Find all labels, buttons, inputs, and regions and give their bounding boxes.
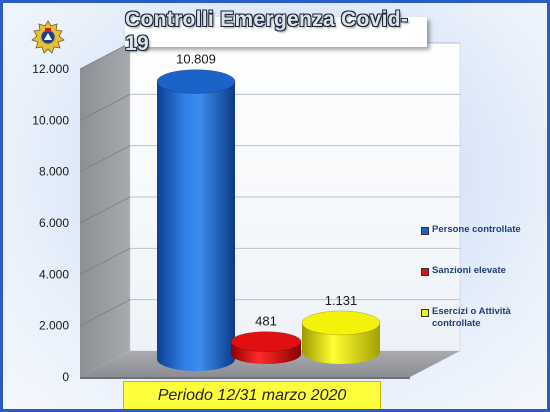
data-label: 481 — [255, 314, 277, 329]
bar — [230, 331, 302, 364]
period-label: Periodo 12/31 marzo 2020 — [157, 387, 347, 404]
gridline-side — [79, 196, 131, 224]
legend-swatch — [421, 268, 429, 276]
period-banner: Periodo 12/31 marzo 2020 — [123, 381, 381, 409]
axes: 0 2.000 4.000 6.000 8.000 10.000 12.000 — [32, 42, 461, 384]
title-box: Controlli Emergenza Covid-19 — [125, 8, 427, 55]
police-emblem-icon — [31, 20, 65, 54]
value-labels: 10.809 481 1.131 — [176, 52, 357, 329]
legend-item-persone: Persone controllate — [421, 224, 521, 236]
gridline-side — [79, 145, 131, 173]
bar — [301, 310, 381, 364]
chart-plot: 0 2.000 4.000 6.000 8.000 10.000 12.000 10.809… — [32, 42, 461, 384]
y-tick-label: 0 — [62, 370, 69, 384]
legend-label: Esercizi o Attività controllate — [432, 306, 511, 329]
floor-edge — [80, 377, 410, 379]
gridline-side — [79, 299, 131, 327]
bar-top — [301, 310, 381, 336]
chart-title: Controlli Emergenza Covid-19 — [125, 8, 409, 55]
y-tick-label: 8.000 — [39, 165, 69, 179]
bar — [156, 69, 236, 371]
legend-swatch — [421, 309, 429, 317]
gridline-side — [79, 247, 131, 275]
y-tick-label: 12.000 — [32, 62, 69, 76]
bars — [156, 69, 381, 371]
y-tick-label: 4.000 — [39, 267, 69, 281]
legend-label: Sanzioni elevate — [432, 265, 506, 276]
bar-body — [157, 81, 235, 371]
y-tick-label: 6.000 — [39, 216, 69, 230]
y-tick-label: 10.000 — [32, 113, 69, 127]
bar-top — [230, 331, 302, 352]
data-label: 1.131 — [325, 293, 358, 308]
bar-top — [156, 69, 236, 94]
gridline-side — [79, 93, 131, 121]
legend-item-sanzioni: Sanzioni elevate — [421, 265, 506, 277]
y-tick-label: 2.000 — [39, 319, 69, 333]
legend-label: Persone controllate — [432, 224, 521, 235]
data-label: 10.809 — [176, 52, 216, 67]
gridline-side — [79, 42, 131, 70]
legend-item-esercizi: Esercizi o Attività controllate — [421, 306, 532, 330]
legend-swatch — [421, 227, 429, 235]
